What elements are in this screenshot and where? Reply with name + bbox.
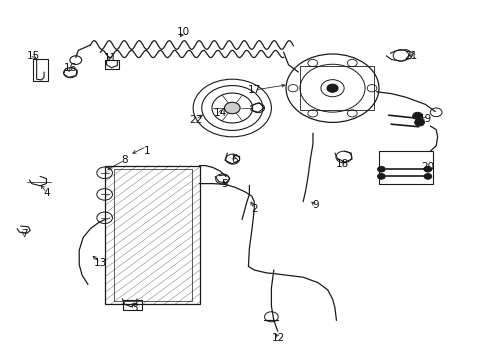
Bar [123, 300, 142, 310]
Circle shape [414, 119, 424, 126]
Circle shape [224, 102, 240, 114]
Circle shape [412, 112, 422, 120]
Text: 10: 10 [177, 27, 189, 37]
Bar [114, 169, 191, 301]
Text: 14: 14 [213, 108, 226, 118]
Text: 13: 13 [93, 258, 107, 268]
Text: 22: 22 [188, 114, 202, 125]
Text: 6: 6 [231, 155, 238, 165]
Text: 2: 2 [250, 204, 257, 214]
Text: 3: 3 [131, 303, 138, 313]
Text: 1: 1 [143, 146, 150, 156]
Text: 21: 21 [403, 51, 417, 61]
Text: 19: 19 [418, 114, 431, 124]
Text: 15: 15 [26, 51, 40, 61]
Circle shape [377, 166, 385, 172]
Text: 12: 12 [271, 333, 285, 343]
Text: 17: 17 [247, 85, 261, 95]
Text: 20: 20 [421, 162, 433, 172]
Circle shape [377, 174, 385, 179]
Text: 5: 5 [221, 179, 228, 189]
Circle shape [423, 166, 431, 172]
Text: 8: 8 [121, 155, 128, 165]
Text: 9: 9 [311, 200, 318, 210]
Bar [378, 151, 432, 184]
Bar [299, 66, 374, 111]
Text: 7: 7 [21, 229, 28, 239]
Circle shape [326, 84, 337, 92]
Bar [105, 166, 200, 304]
Text: 16: 16 [64, 63, 78, 73]
Text: 18: 18 [335, 159, 348, 169]
Bar [33, 59, 48, 81]
Text: 4: 4 [43, 188, 50, 198]
Text: 11: 11 [103, 53, 117, 63]
Circle shape [423, 174, 431, 179]
Bar [105, 60, 119, 69]
